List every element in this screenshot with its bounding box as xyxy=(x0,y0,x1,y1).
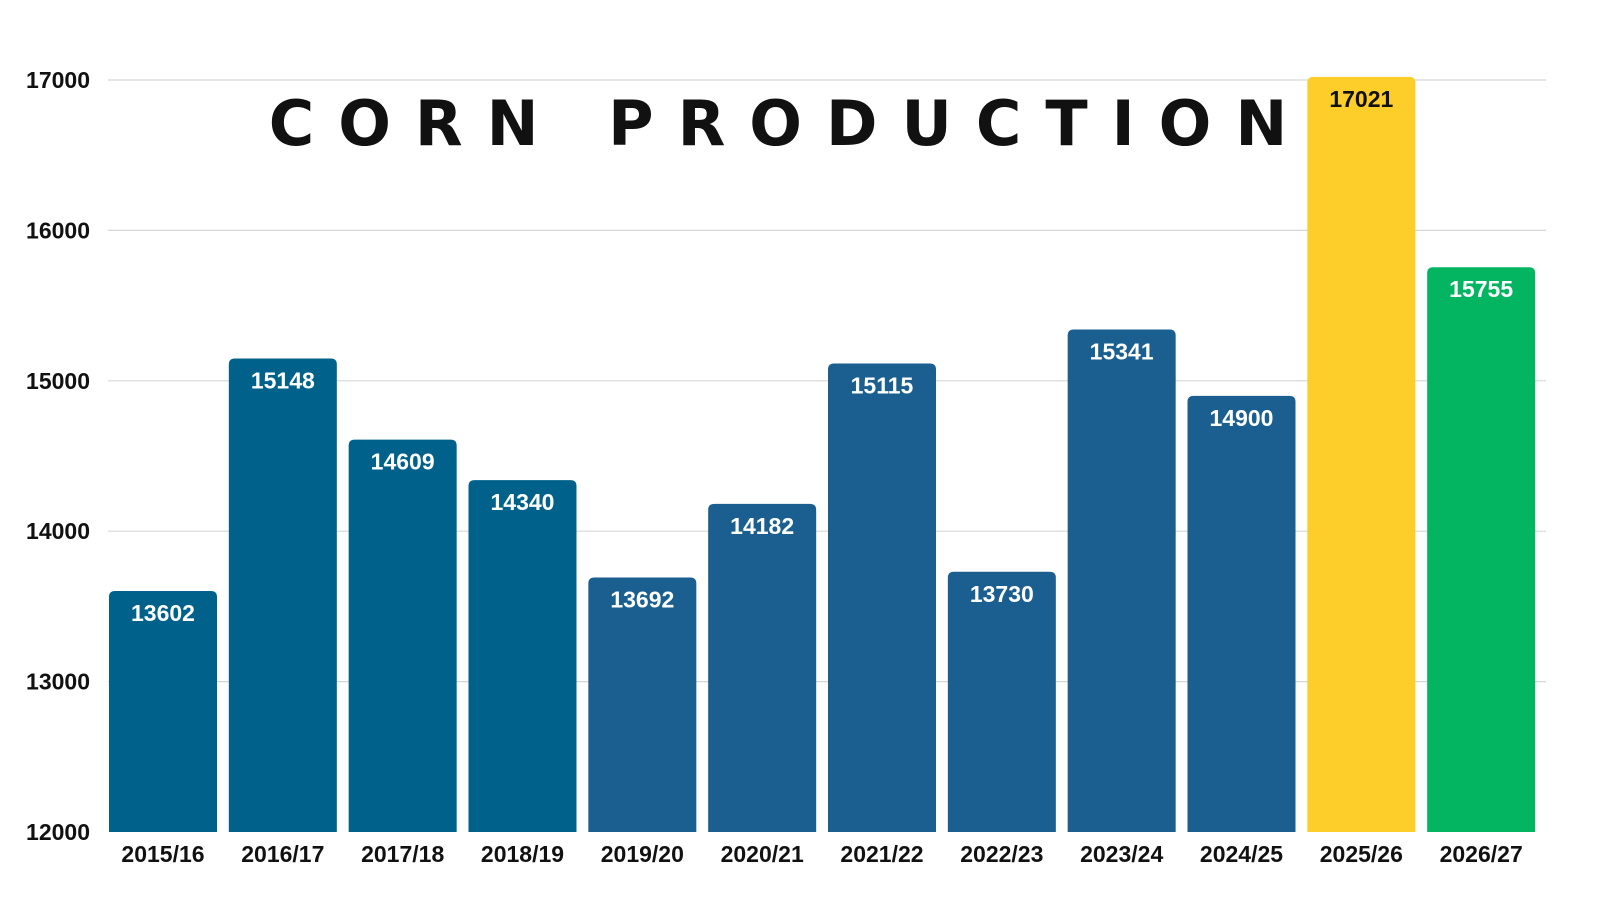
data-label-2016-17: 15148 xyxy=(251,368,315,394)
bar-2025-26 xyxy=(1307,76,1416,832)
bar-2018-19 xyxy=(468,480,577,832)
data-label-2017-18: 14609 xyxy=(371,449,435,475)
x-tick-label-2022-23: 2022/23 xyxy=(960,841,1043,867)
data-label-2015-16: 13602 xyxy=(131,600,195,626)
x-tick-label-2021-22: 2021/22 xyxy=(840,841,923,867)
x-tick-label-2018-19: 2018/19 xyxy=(481,841,564,867)
y-tick-label: 12000 xyxy=(26,819,90,845)
bar-2023-24 xyxy=(1067,329,1176,832)
x-tick-label-2017-18: 2017/18 xyxy=(361,841,444,867)
data-label-2021-22: 15115 xyxy=(851,373,914,399)
bar-2016-17 xyxy=(228,358,337,832)
bars xyxy=(109,76,1536,832)
bar-2015-16 xyxy=(109,591,217,832)
data-label-2023-24: 15341 xyxy=(1090,339,1154,365)
data-label-2026-27: 15755 xyxy=(1449,276,1513,302)
y-tick-label: 16000 xyxy=(26,217,90,243)
y-tick-label: 14000 xyxy=(26,518,90,544)
y-axis: 12000 13000 14000 15000 16000 17000 xyxy=(26,67,90,845)
y-tick-label: 15000 xyxy=(26,368,90,394)
bar-2024-25 xyxy=(1187,395,1296,832)
x-tick-label-2024-25: 2024/25 xyxy=(1200,841,1283,867)
y-tick-label: 13000 xyxy=(26,669,90,695)
y-tick-label: 17000 xyxy=(26,67,90,93)
x-axis: 2015/16 2016/17 2017/18 2018/19 2019/20 2020/… xyxy=(121,841,1522,867)
data-label-2018-19: 14340 xyxy=(491,489,555,515)
x-tick-label-2016-17: 2016/17 xyxy=(241,841,324,867)
data-labels: 13602 15148 14609 14340 13692 14182 15115 13730… xyxy=(131,86,1513,626)
bar-2026-27 xyxy=(1427,267,1536,832)
x-tick-label-2020-21: 2020/21 xyxy=(721,841,804,867)
x-tick-label-2026-27: 2026/27 xyxy=(1440,841,1523,867)
bar-2017-18 xyxy=(348,439,457,832)
data-label-2019-20: 13692 xyxy=(610,587,674,613)
gridlines xyxy=(108,79,1546,683)
bar-2020-21 xyxy=(708,503,817,832)
x-tick-label-2019-20: 2019/20 xyxy=(601,841,684,867)
bar-2019-20 xyxy=(588,577,697,832)
chart-title: CORN PRODUCTION xyxy=(269,87,1312,160)
x-tick-label-2015-16: 2015/16 xyxy=(121,841,204,867)
data-label-2024-25: 14900 xyxy=(1210,405,1274,431)
data-label-2020-21: 14182 xyxy=(730,513,794,539)
data-label-2022-23: 13730 xyxy=(970,581,1034,607)
x-tick-label-2023-24: 2023/24 xyxy=(1080,841,1163,867)
bar-2022-23 xyxy=(947,571,1056,832)
bar-2021-22 xyxy=(828,363,936,832)
x-tick-label-2025-26: 2025/26 xyxy=(1320,841,1403,867)
data-label-2025-26: 17021 xyxy=(1329,86,1393,112)
